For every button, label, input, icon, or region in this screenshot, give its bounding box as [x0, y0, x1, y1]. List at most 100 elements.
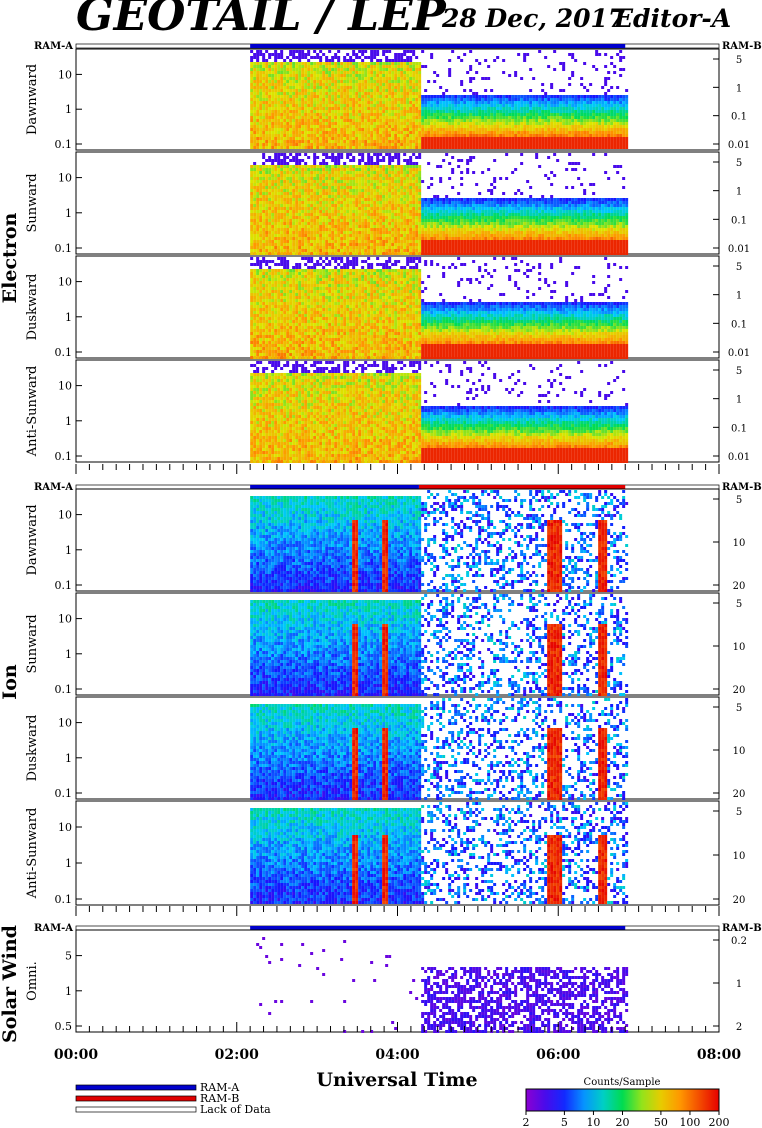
y-tick-label-left: 10	[58, 717, 72, 730]
y-tick-label-right: 0.01	[728, 140, 750, 151]
spectrogram-cells	[250, 257, 629, 359]
y-tick-label-left: 0.1	[55, 683, 73, 696]
y-tick-label-left: 10	[58, 68, 72, 81]
y-tick-label-left: 10	[58, 172, 72, 185]
y-tick-label-left: 1	[65, 103, 72, 116]
y-tick-label-left: 1	[65, 207, 72, 220]
y-tick-label-right: 0.01	[728, 452, 750, 463]
y-tick-label-left: 1	[65, 648, 72, 661]
panel-label: Anti-Sunward	[25, 366, 40, 458]
colorbar-tick-label: 5	[561, 1116, 568, 1128]
panel-label: Omni.	[25, 961, 40, 1001]
y-tick-label-left: 0.1	[55, 138, 73, 151]
ram-label-left: RAM-A	[34, 41, 73, 52]
y-tick-label-right: 0.2	[731, 936, 747, 947]
y-tick-label-left: 10	[58, 276, 72, 289]
y-tick-label-right: 1	[736, 979, 742, 990]
colorbar-title: Counts/Sample	[584, 1077, 661, 1088]
group-label: Electron	[0, 213, 21, 304]
y-tick-label-left: 5	[65, 950, 72, 963]
ram-label-left: RAM-A	[34, 482, 73, 493]
y-tick-label-right: 1	[736, 395, 742, 406]
legend-swatch	[75, 1095, 197, 1102]
panel-label: Dawnward	[25, 504, 40, 575]
y-tick-label-left: 10	[58, 509, 72, 522]
y-tick-label-right: 1	[736, 187, 742, 198]
x-tick-label: 02:00	[215, 1047, 259, 1063]
ram-bar-segment	[250, 44, 626, 48]
y-tick-label-right: 0.1	[731, 319, 747, 330]
y-tick-label-right: 0.1	[731, 112, 747, 123]
colorbar-tick-label: 100	[679, 1116, 700, 1128]
spectrogram-cells	[250, 153, 629, 255]
panel-label: Sunward	[25, 614, 40, 673]
y-tick-label-right: 10	[733, 642, 746, 653]
legend-label: RAM-B	[200, 1092, 239, 1105]
y-tick-label-left: 1	[65, 985, 72, 998]
group-label: Solar Wind	[0, 925, 21, 1043]
ram-label-right: RAM-B	[722, 482, 762, 493]
y-tick-label-left: 0.5	[55, 1020, 73, 1033]
colorbar-tick-label: 50	[654, 1116, 668, 1128]
legend-label: Lack of Data	[200, 1103, 271, 1116]
y-tick-label-left: 10	[58, 613, 72, 626]
colorbar	[525, 1088, 720, 1112]
x-tick-label: 00:00	[54, 1047, 98, 1063]
ram-label-right: RAM-B	[722, 923, 762, 934]
y-tick-label-right: 5	[736, 807, 742, 818]
panel-label: Duskward	[25, 715, 40, 782]
y-tick-label-left: 0.1	[55, 450, 73, 463]
y-tick-label-right: 1	[736, 291, 742, 302]
x-tick-label: 06:00	[536, 1047, 580, 1063]
y-tick-label-right: 20	[733, 789, 746, 800]
colorbar-tick-label: 200	[709, 1116, 730, 1128]
y-tick-label-left: 1	[65, 311, 72, 324]
y-tick-label-right: 5	[736, 262, 742, 273]
spectrogram-cells	[250, 698, 629, 800]
y-tick-label-right: 0.01	[728, 244, 750, 255]
y-tick-label-left: 0.1	[55, 787, 73, 800]
y-tick-label-right: 0.01	[728, 348, 750, 359]
panel-label: Sunward	[25, 173, 40, 232]
y-tick-label-left: 1	[65, 857, 72, 870]
colorbar-tick-label: 10	[586, 1116, 600, 1128]
ram-bar-segment	[250, 926, 626, 930]
spectrogram-cells	[250, 50, 629, 149]
spectrogram-cells	[250, 802, 629, 904]
y-tick-label-right: 10	[733, 538, 746, 549]
y-tick-label-right: 0.1	[731, 423, 747, 434]
y-tick-label-right: 2	[736, 1022, 742, 1033]
panel-label: Anti-Sunward	[25, 808, 40, 900]
chart-date: 28 Dec, 2017	[442, 4, 625, 33]
y-tick-label-left: 1	[65, 544, 72, 557]
y-tick-label-left: 0.1	[55, 346, 73, 359]
chart-title: GEOTAIL / LEP	[76, 0, 446, 41]
spectrogram-cells	[250, 594, 629, 696]
y-tick-label-left: 1	[65, 752, 72, 765]
x-axis-label: Universal Time	[316, 1069, 477, 1091]
legend-swatch	[75, 1084, 197, 1091]
y-tick-label-left: 1	[65, 415, 72, 428]
ram-bar-segment	[418, 485, 626, 489]
spectrogram-cells	[256, 937, 629, 1033]
spectrogram-cells	[250, 361, 629, 463]
spectrogram-cells	[250, 490, 629, 592]
y-tick-label-right: 10	[733, 851, 746, 862]
y-tick-label-right: 10	[733, 746, 746, 757]
y-tick-label-right: 20	[733, 895, 746, 906]
y-tick-label-right: 5	[736, 703, 742, 714]
y-tick-label-left: 0.1	[55, 242, 73, 255]
y-tick-label-left: 0.1	[55, 579, 73, 592]
y-tick-label-right: 1	[736, 83, 742, 94]
colorbar-tick-label: 2	[523, 1116, 530, 1128]
y-tick-label-right: 0.1	[731, 215, 747, 226]
colorbar-tick-label: 20	[616, 1116, 630, 1128]
y-tick-label-right: 20	[733, 685, 746, 696]
chart-editor: Editor-A	[614, 4, 731, 33]
legend-label: RAM-A	[200, 1081, 240, 1094]
y-tick-label-right: 5	[736, 55, 742, 66]
y-tick-label-right: 5	[736, 158, 742, 169]
y-tick-label-right: 5	[736, 366, 742, 377]
x-tick-label: 04:00	[375, 1047, 419, 1063]
